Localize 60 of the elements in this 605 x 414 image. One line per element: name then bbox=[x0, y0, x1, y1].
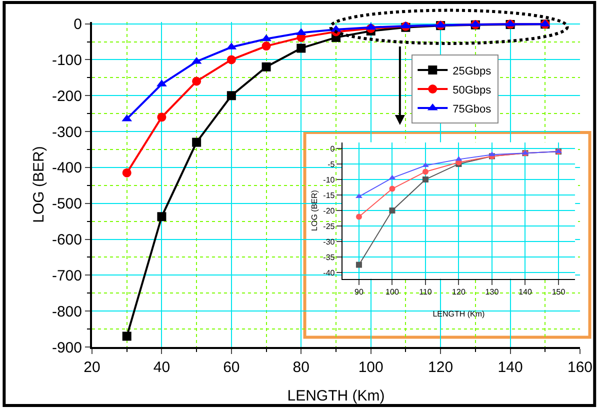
point bbox=[192, 138, 202, 147]
y-tick-label: -15 bbox=[323, 190, 336, 200]
point bbox=[262, 62, 271, 72]
x-tick-label: 140 bbox=[518, 287, 532, 296]
point bbox=[157, 212, 166, 222]
point bbox=[422, 162, 429, 168]
y-axis-title: LOG (BER) bbox=[310, 190, 319, 231]
point bbox=[422, 176, 428, 182]
point bbox=[262, 42, 271, 51]
point bbox=[157, 112, 166, 122]
legend-label: 50Gbps bbox=[452, 84, 492, 96]
point bbox=[296, 44, 306, 53]
y-tick-label: -700 bbox=[52, 267, 82, 284]
y-tick-label: -900 bbox=[52, 339, 82, 356]
point bbox=[356, 214, 362, 220]
x-axis-title: LENGTH (Km) bbox=[287, 388, 385, 404]
x-tick-label: 150 bbox=[552, 287, 566, 296]
y-tick-label: -800 bbox=[52, 303, 82, 320]
y-tick-label: -10 bbox=[323, 175, 336, 184]
point bbox=[356, 262, 362, 268]
point bbox=[488, 152, 496, 156]
point bbox=[422, 168, 428, 175]
y-axis-title: LOG (BER) bbox=[30, 146, 48, 223]
x-tick-label: 160 bbox=[567, 359, 593, 376]
point bbox=[192, 76, 202, 86]
x-tick-label: 140 bbox=[498, 359, 523, 376]
x-tick-label: 60 bbox=[223, 359, 240, 376]
y-tick-label: 0 bbox=[74, 16, 82, 34]
x-tick-label: 20 bbox=[84, 359, 100, 376]
point bbox=[122, 332, 132, 341]
point bbox=[226, 55, 236, 64]
legend-label: 25Gbps bbox=[452, 65, 492, 78]
legend-label: 75Gbos bbox=[452, 103, 492, 116]
y-tick-label: -25 bbox=[323, 222, 336, 231]
point bbox=[226, 91, 236, 100]
y-tick-label: -35 bbox=[323, 252, 336, 262]
point bbox=[122, 168, 132, 178]
x-tick-label: 80 bbox=[292, 359, 310, 376]
y-tick-label: -100 bbox=[52, 52, 82, 69]
y-tick-label: -20 bbox=[323, 206, 336, 216]
point bbox=[389, 208, 396, 214]
y-tick-label: -300 bbox=[52, 124, 82, 141]
y-tick-label: -500 bbox=[52, 196, 82, 213]
point bbox=[389, 186, 396, 192]
x-tick-label: 120 bbox=[428, 359, 454, 376]
x-tick-label: 90 bbox=[354, 287, 364, 296]
x-tick-label: 100 bbox=[358, 359, 384, 376]
x-tick-label: 120 bbox=[452, 287, 466, 296]
y-tick-label: -200 bbox=[52, 88, 82, 105]
y-tick-label: -600 bbox=[52, 232, 82, 249]
x-tick-label: 130 bbox=[485, 287, 500, 296]
x-tick-label: 100 bbox=[386, 287, 400, 296]
y-tick-label: -400 bbox=[52, 160, 82, 177]
point bbox=[261, 34, 272, 42]
x-tick-label: 110 bbox=[419, 287, 432, 296]
y-tick-label: -5 bbox=[328, 160, 336, 169]
point bbox=[356, 194, 362, 198]
point bbox=[400, 21, 411, 28]
y-tick-label: -30 bbox=[323, 237, 336, 246]
x-tick-label: 40 bbox=[153, 359, 170, 376]
